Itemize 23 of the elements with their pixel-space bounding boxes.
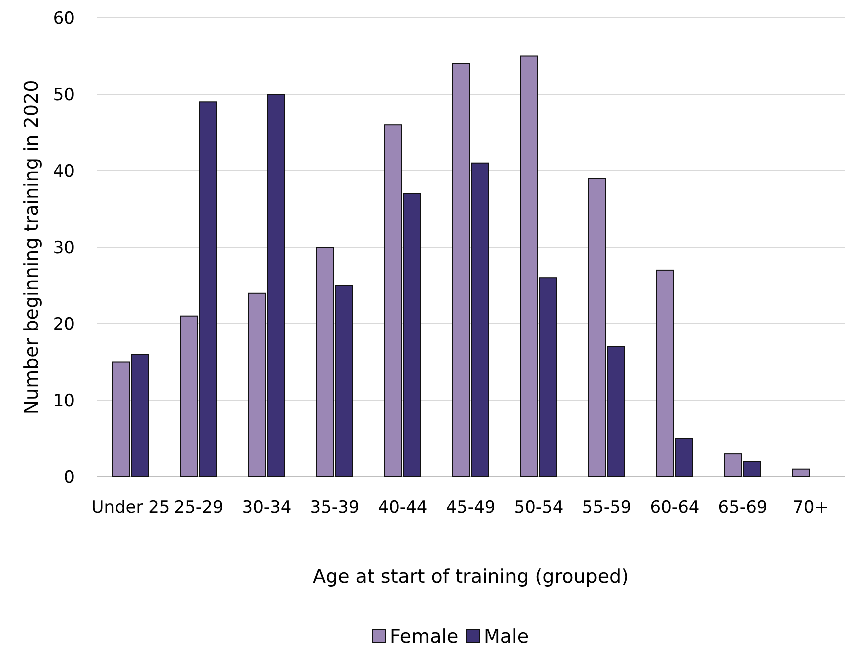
x-tick-label: 65-69	[718, 498, 768, 518]
y-tick-label: 50	[53, 85, 75, 106]
y-tick-label: 30	[53, 238, 75, 258]
x-axis-title: Age at start of training (grouped)	[313, 566, 629, 588]
x-tick-label: 35-39	[310, 498, 360, 518]
y-tick-label: 60	[53, 8, 75, 29]
x-tick-label: Under 25	[92, 498, 170, 518]
x-tick-label: 30-34	[242, 498, 292, 518]
legend-label: Male	[484, 626, 530, 648]
x-tick-label: 40-44	[378, 498, 428, 518]
x-tick-label: 25-29	[174, 498, 224, 518]
x-tick-label: 60-64	[650, 498, 700, 518]
x-tick-label: 70+	[793, 498, 829, 518]
x-tick-label: 45-49	[446, 498, 496, 518]
x-tick-label: 55-59	[582, 498, 632, 518]
y-tick-label: 20	[53, 314, 75, 335]
bar	[792, 468, 810, 478]
y-tick-label: 0	[64, 468, 75, 488]
x-tick-label: 50-54	[514, 498, 564, 518]
legend-label: Female	[390, 626, 459, 648]
y-tick-label: 10	[53, 391, 75, 412]
y-tick-label: 40	[53, 162, 75, 182]
y-axis-title: Number beginning training in 2020	[21, 80, 43, 415]
